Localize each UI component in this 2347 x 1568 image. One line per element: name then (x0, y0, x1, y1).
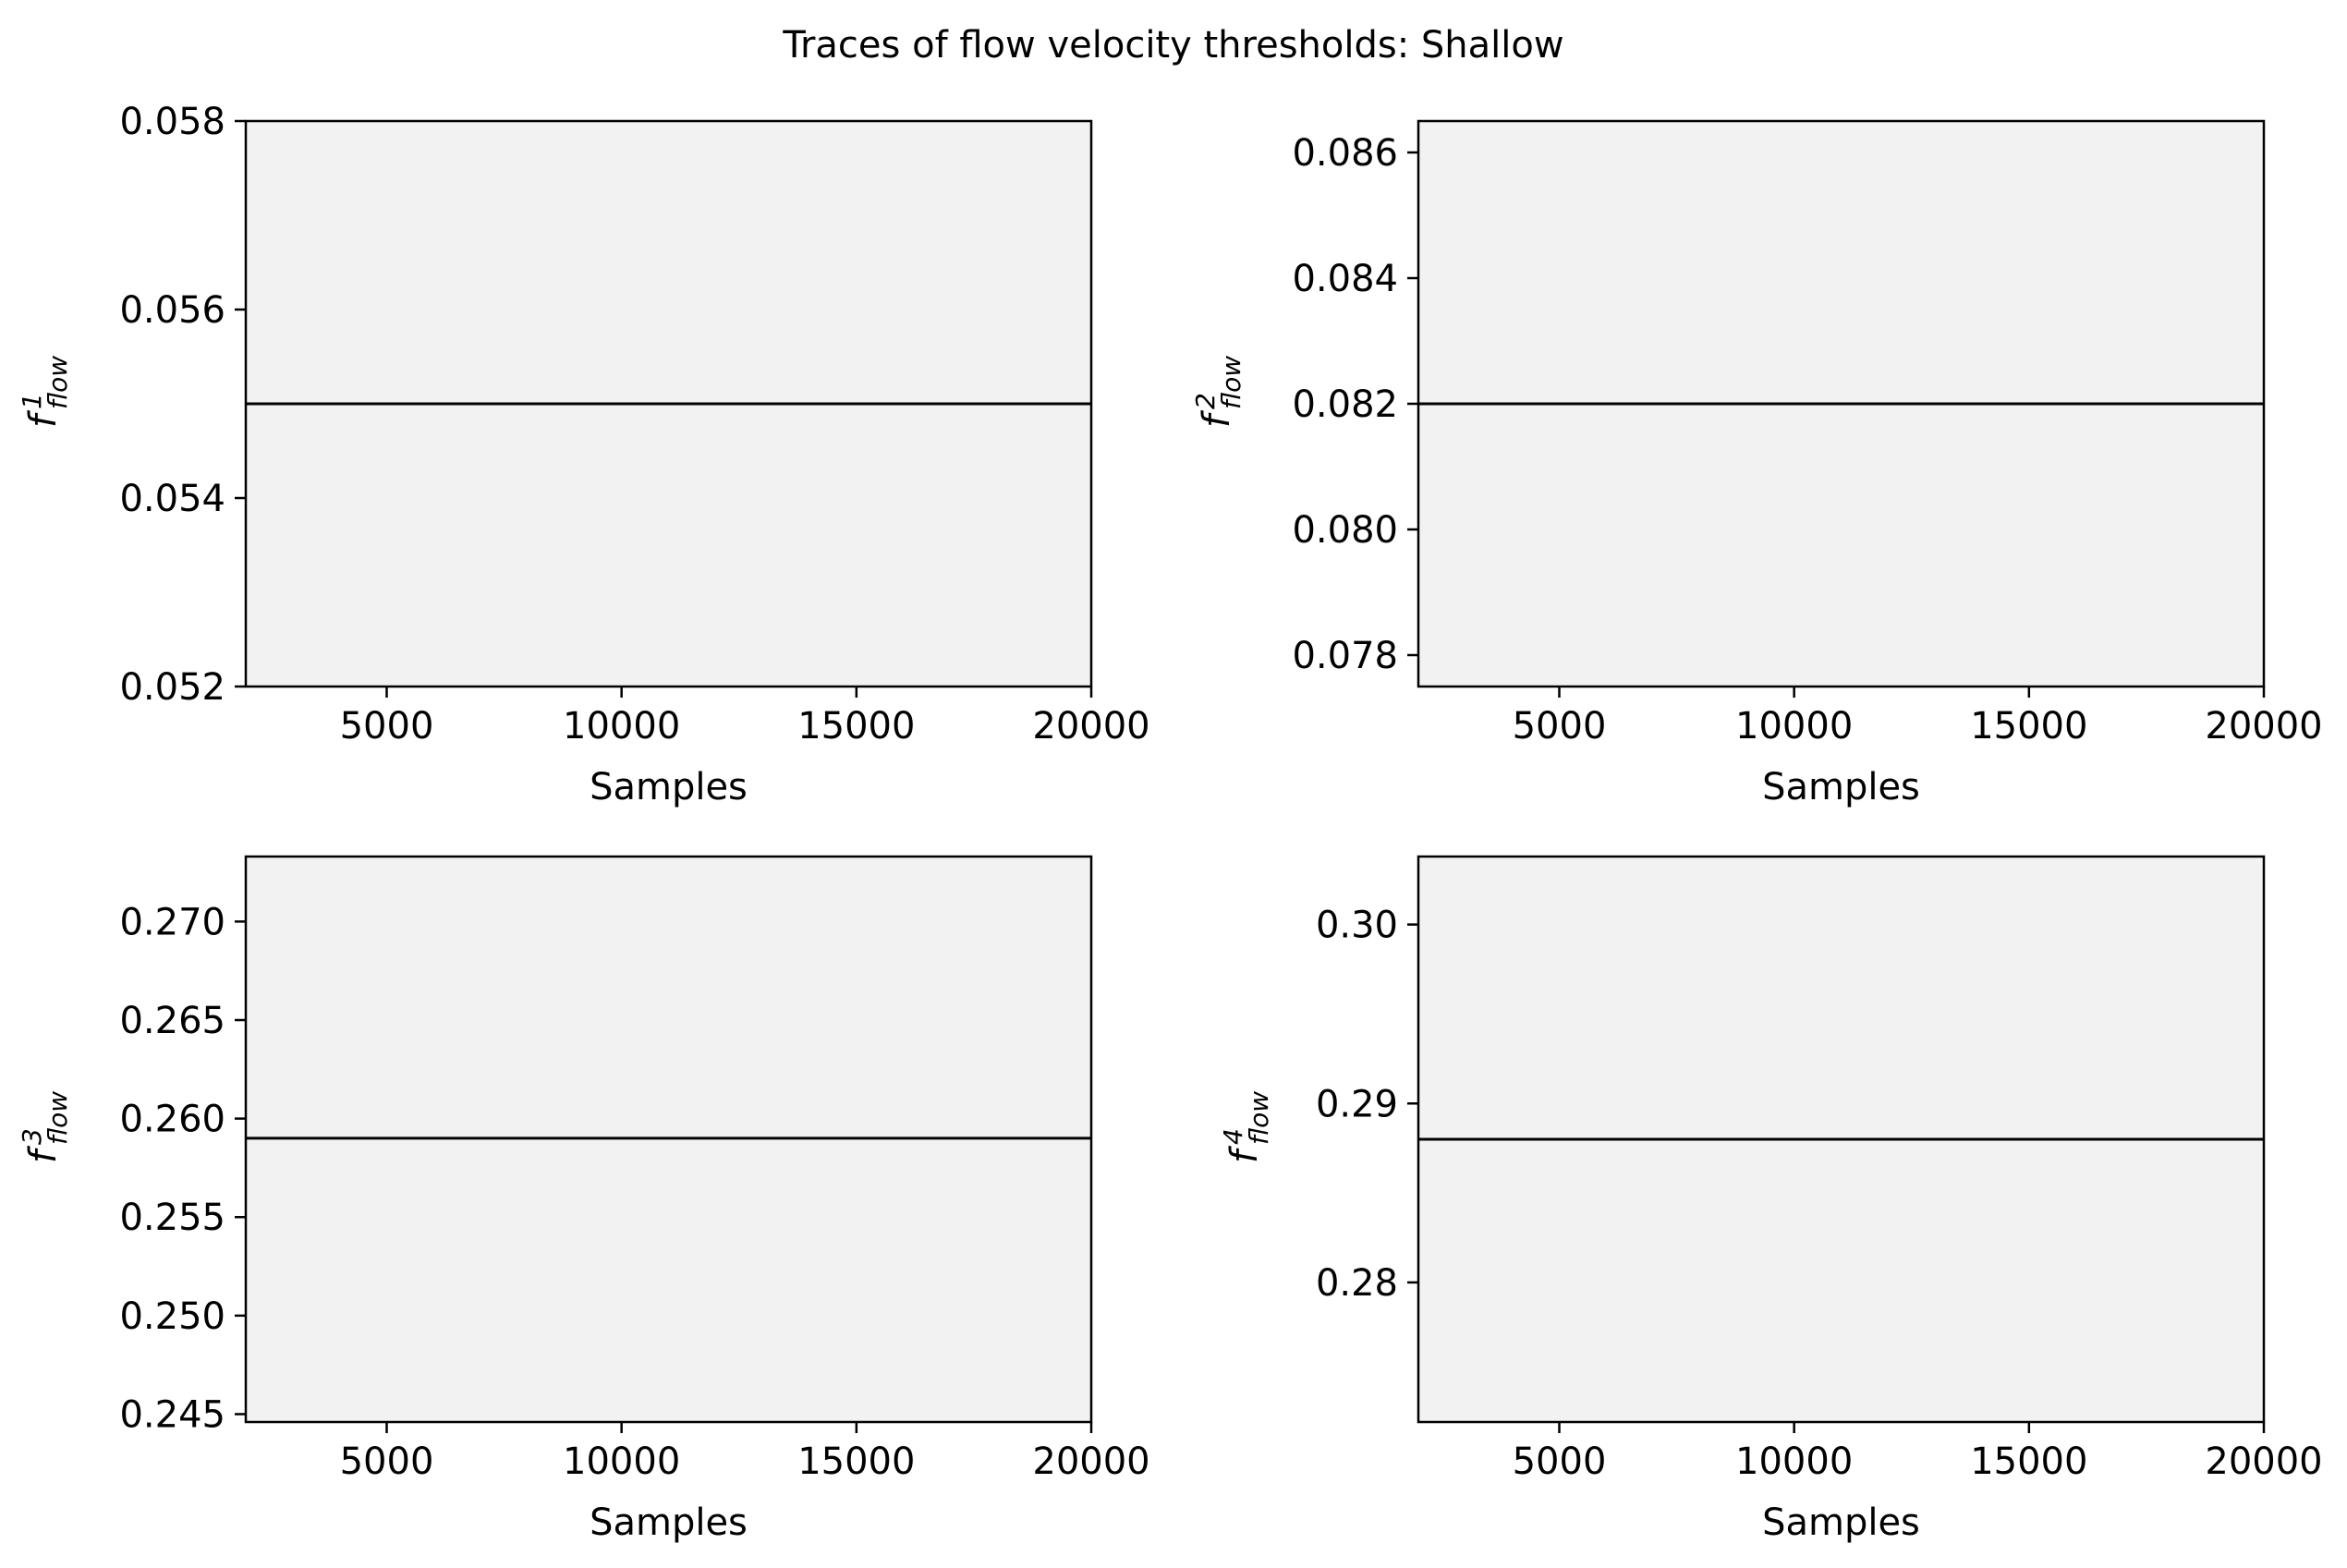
x-tick-label: 5000 (340, 1440, 434, 1483)
y-tick-label: 0.270 (119, 901, 225, 943)
y-label-superscript: 1 (17, 393, 47, 409)
y-label-base: f (22, 409, 65, 428)
y-tick-label: 0.265 (119, 1000, 225, 1042)
y-tick-label: 0.260 (119, 1099, 225, 1141)
x-tick-label: 10000 (1735, 705, 1853, 748)
y-tick-label: 0.054 (119, 478, 225, 520)
figure-title: Traces of flow velocity thresholds: Shal… (782, 24, 1563, 67)
y-tick-label: 0.30 (1316, 905, 1398, 947)
x-tick-label: 5000 (340, 705, 434, 748)
x-tick-label: 10000 (1735, 1440, 1853, 1483)
y-tick-label: 0.28 (1316, 1262, 1398, 1305)
x-tick-label: 5000 (1513, 1440, 1607, 1483)
y-label-superscript: 4 (1218, 1128, 1248, 1145)
y-tick-label: 0.250 (119, 1295, 225, 1338)
subplots-grid: 5000 10000 15000 200000.0520.0540.0560.058S… (17, 101, 2323, 1544)
axes-frame (1417, 855, 2266, 1424)
x-tick-label: 15000 (1970, 705, 2087, 748)
subplot-3: 5000 10000 15000 20000 0.245 0.250 0.255 0.260 0… (17, 855, 1150, 1544)
y-label-subscript: flow (1244, 1091, 1274, 1145)
x-axis-label: Samples (1762, 766, 1920, 808)
y-label-base: f (22, 1145, 65, 1163)
x-tick-label: 15000 (1970, 1440, 2087, 1483)
x-tick-label: 5000 (1513, 705, 1607, 748)
x-tick-label: 20000 (2205, 705, 2322, 748)
x-tick-label: 15000 (797, 705, 915, 748)
axes-frame (244, 119, 1093, 688)
y-tick-label: 0.082 (1292, 383, 1398, 426)
subplot-2: 5000 10000 15000 20000 0.078 0.080 0.082 0.084 0… (1190, 119, 2323, 808)
y-tick-label: 0.056 (119, 289, 225, 332)
y-tick-label: 0.058 (119, 101, 225, 143)
x-tick-label: 15000 (797, 1440, 915, 1483)
y-tick-label: 0.080 (1292, 509, 1398, 552)
y-label-superscript: 2 (1190, 393, 1221, 409)
subplot-4: 5000 10000 15000 20000 0.28 0.29 0.30 Samples f4… (1218, 855, 2323, 1544)
y-label-base: f (1196, 409, 1238, 428)
y-tick-label: 0.255 (119, 1197, 225, 1239)
y-label-subscript: flow (43, 1091, 73, 1145)
x-axis-label: Samples (590, 766, 748, 808)
y-tick-label: 0.084 (1292, 258, 1398, 300)
y-tick-label: 0.052 (119, 666, 225, 709)
x-tick-label: 20000 (1032, 705, 1149, 748)
y-tick-label: 0.078 (1292, 635, 1398, 677)
x-tick-label: 20000 (2205, 1440, 2322, 1483)
y-label-base: f (1223, 1145, 1266, 1163)
x-tick-label: 10000 (563, 1440, 680, 1483)
y-label-subscript: flow (43, 356, 73, 409)
x-tick-label: 10000 (563, 705, 680, 748)
y-label-superscript: 3 (17, 1128, 47, 1145)
x-tick-label: 20000 (1032, 1440, 1149, 1483)
y-tick-label: 0.245 (119, 1393, 225, 1436)
subplot-1: 5000 10000 15000 20000 0.052 0.054 0.056 0.058 S… (17, 101, 1150, 808)
y-label-subscript: flow (1216, 356, 1246, 409)
y-tick-label: 0.086 (1292, 132, 1398, 175)
x-axis-label: Samples (590, 1501, 748, 1544)
axes-frame (244, 855, 1093, 1424)
y-tick-label: 0.29 (1316, 1083, 1398, 1125)
x-axis-label: Samples (1762, 1501, 1920, 1544)
